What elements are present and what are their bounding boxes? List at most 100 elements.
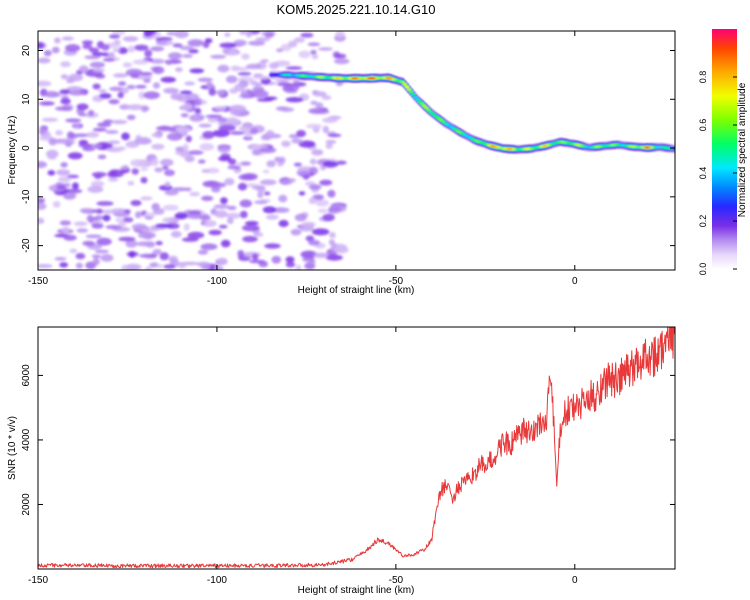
noise-blob — [264, 243, 281, 249]
noise-blob — [233, 67, 250, 71]
noise-blob — [154, 167, 163, 173]
noise-blob — [201, 195, 214, 201]
noise-blob — [238, 126, 252, 131]
noise-blob — [113, 39, 121, 44]
noise-blob — [251, 149, 262, 156]
noise-blob — [131, 168, 139, 175]
noise-blob — [251, 90, 269, 99]
colorbar-tick-label: 0.8 — [698, 71, 708, 84]
noise-blob — [78, 65, 89, 73]
noise-blob — [224, 32, 231, 37]
noise-blob — [237, 72, 252, 76]
noise-blob — [47, 170, 56, 176]
noise-blob — [186, 214, 204, 220]
noise-blob — [184, 81, 196, 86]
snr-xlabel: Height of straight line (km) — [298, 585, 415, 596]
noise-blob — [144, 31, 157, 36]
y-tick-label: 2000 — [21, 493, 32, 516]
noise-blob — [307, 42, 321, 47]
spectrogram-frame — [37, 30, 676, 271]
noise-blob — [81, 40, 94, 45]
noise-blob — [38, 264, 53, 268]
noise-blob — [260, 134, 272, 141]
spectrogram-plot-area — [38, 31, 675, 270]
noise-blob — [311, 228, 330, 236]
noise-blob — [240, 161, 252, 166]
noise-blob — [248, 40, 266, 46]
noise-blob — [175, 67, 183, 73]
noise-blob — [172, 43, 183, 48]
noise-blob — [213, 204, 230, 210]
noise-blob — [125, 142, 140, 148]
noise-blob — [200, 263, 211, 270]
noise-blob — [92, 258, 100, 266]
noise-blob — [141, 228, 159, 233]
noise-blob — [152, 66, 165, 74]
noise-blob — [115, 146, 127, 151]
noise-blob — [87, 185, 104, 193]
ridge-segment — [400, 80, 406, 84]
noise-blob — [118, 81, 127, 86]
noise-blob — [162, 204, 179, 211]
noise-blob — [98, 89, 107, 93]
noise-blob — [68, 90, 85, 96]
noise-blob — [227, 165, 241, 170]
noise-blob — [216, 89, 226, 96]
noise-blob — [38, 202, 47, 210]
noise-blob — [92, 83, 101, 90]
noise-blob — [151, 132, 162, 138]
noise-blob — [55, 106, 72, 111]
noise-blob — [96, 237, 112, 246]
noise-blob — [279, 156, 286, 164]
noise-blob — [95, 73, 106, 79]
noise-blob — [94, 249, 109, 254]
noise-blob — [260, 59, 269, 63]
noise-blob — [122, 36, 139, 42]
noise-blob — [38, 127, 46, 135]
noise-blob — [294, 213, 307, 222]
noise-blob — [314, 109, 330, 115]
spectrogram-xlabel: Height of straight line (km) — [298, 285, 415, 296]
noise-blob — [250, 80, 259, 86]
noise-blob — [329, 231, 336, 239]
noise-blob — [262, 169, 270, 174]
noise-blob — [220, 239, 231, 248]
ridge-segment — [421, 104, 427, 108]
noise-blob — [208, 88, 217, 96]
noise-blob — [268, 62, 279, 70]
snr-axes: -150 -100 -50 0 2000 4000 6000 — [21, 327, 675, 586]
noise-blob — [125, 263, 142, 270]
snr-plot-area — [38, 327, 675, 569]
noise-blob — [179, 45, 194, 51]
noise-blob — [180, 113, 189, 118]
noise-blob — [140, 167, 149, 172]
noise-blob — [155, 37, 173, 41]
noise-blob — [308, 197, 317, 205]
noise-blob — [43, 91, 60, 98]
noise-blob — [298, 140, 316, 148]
noise-blob — [325, 139, 337, 144]
noise-blob — [296, 170, 311, 176]
noise-blob — [216, 117, 228, 123]
noise-blob — [151, 143, 165, 150]
noise-blob — [322, 125, 329, 134]
noise-blob — [208, 182, 226, 188]
noise-blob — [134, 75, 153, 80]
noise-blob — [153, 208, 165, 215]
noise-blob — [199, 143, 215, 151]
noise-blob — [74, 133, 89, 138]
noise-blob — [130, 200, 142, 206]
noise-blob — [97, 122, 112, 128]
noise-blob — [333, 58, 350, 65]
noise-blob — [237, 250, 245, 258]
noise-blob — [288, 40, 298, 48]
y-tick-label: -20 — [21, 238, 32, 253]
noise-blob — [212, 129, 230, 138]
noise-blob — [211, 186, 221, 193]
noise-blob — [253, 200, 268, 205]
noise-blob — [97, 154, 107, 160]
y-tick-label: 20 — [21, 45, 32, 57]
noise-blob — [217, 146, 231, 153]
noise-blob — [239, 199, 252, 208]
